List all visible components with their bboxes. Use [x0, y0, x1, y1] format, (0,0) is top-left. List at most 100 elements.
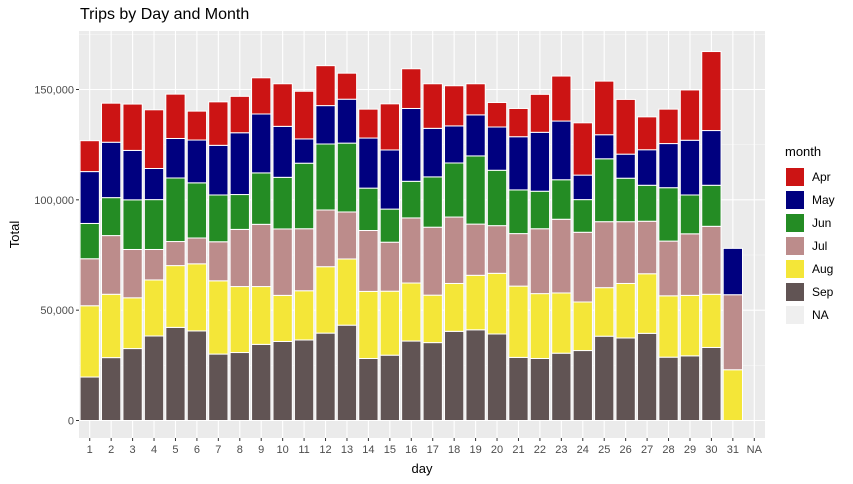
legend-label-sep: Sep [812, 284, 834, 299]
x-tick-label: 16 [405, 444, 417, 456]
bar-segment-jun-day-11 [293, 162, 315, 230]
bar-segment-may-day-30 [701, 130, 722, 186]
bar-segment-apr-day-11 [293, 90, 315, 140]
legend-items: Apr May Jun Jul Aug Sep NA [785, 165, 835, 326]
bar-segment-apr-day-10 [272, 83, 293, 127]
bar-segment-jun-day-28 [658, 187, 679, 242]
bar-segment-sep-day-14 [358, 357, 379, 422]
bar-segment-sep-day-19 [465, 329, 486, 421]
bar-segment-may-day-3 [122, 149, 143, 201]
bar-segment-may-day-8 [229, 132, 250, 196]
bar-segment-jul-day-20 [486, 225, 508, 274]
bar-segment-aug-day-3 [122, 297, 143, 350]
bar-segment-apr-day-27 [636, 116, 658, 151]
bar-segment-aug-day-1 [79, 305, 100, 378]
bar-segment-sep-day-28 [658, 356, 679, 422]
bar-segment-jun-day-6 [186, 182, 208, 239]
bar-segment-apr-day-7 [208, 101, 229, 146]
bar-segment-may-day-22 [529, 131, 551, 192]
bar-segment-aug-day-28 [658, 295, 679, 358]
legend-key-apr [785, 166, 805, 187]
bar-segment-jun-day-17 [422, 176, 443, 228]
bar-segment-sep-day-10 [272, 341, 293, 422]
bar-segment-apr-day-8 [229, 95, 250, 134]
bar-segment-may-day-26 [615, 153, 636, 179]
bar-segment-sep-day-5 [165, 326, 186, 421]
bar-segment-aug-day-8 [229, 286, 250, 354]
legend-label-na: NA [812, 307, 829, 322]
bar-segment-jun-day-25 [594, 158, 615, 223]
bar-segment-aug-day-23 [551, 292, 572, 354]
bar-segment-jun-day-21 [508, 189, 529, 235]
bar-segment-jul-day-9 [251, 223, 272, 288]
legend-key-sep [785, 281, 805, 302]
x-tick-label: 20 [491, 444, 503, 456]
bar-segment-apr-day-1 [79, 140, 100, 173]
bar-segment-jun-day-20 [486, 169, 508, 227]
legend-key-jul [785, 235, 805, 256]
bar-segment-aug-day-31 [722, 369, 743, 422]
bar-segment-jul-day-14 [358, 230, 379, 292]
legend-item-aug: Aug [785, 257, 835, 280]
bar-segment-jun-day-2 [101, 197, 122, 237]
legend-item-may: May [785, 188, 835, 211]
bar-segment-sep-day-20 [486, 333, 508, 421]
x-tick-label: 18 [448, 444, 460, 456]
bar-segment-sep-day-15 [379, 354, 400, 422]
bar-segment-jul-day-26 [615, 221, 636, 284]
bar-segment-sep-day-2 [101, 357, 122, 421]
x-tick-label: 11 [298, 444, 309, 456]
y-tick-label: 150,000 [34, 85, 74, 97]
bar-segment-aug-day-30 [701, 293, 722, 348]
x-tick-label: 19 [469, 444, 481, 456]
bar-segment-jul-day-27 [636, 220, 658, 275]
legend-label-apr: Apr [812, 169, 831, 184]
x-tick-label: 29 [684, 444, 696, 456]
bar-segment-jul-day-22 [529, 228, 551, 295]
bar-segment-sep-day-4 [143, 335, 165, 422]
legend-label-jun: Jun [812, 215, 832, 230]
bar-segment-may-day-23 [551, 120, 572, 181]
x-tick-label: 1 [87, 444, 93, 456]
x-tick-label: 21 [512, 444, 524, 456]
bar-segment-may-day-10 [272, 125, 293, 178]
bar-segment-sep-day-27 [636, 332, 658, 421]
bar-segment-aug-day-17 [422, 294, 443, 344]
legend-key-may [785, 189, 805, 210]
bar-segment-apr-day-29 [679, 89, 701, 141]
bar-segment-may-day-25 [594, 134, 615, 160]
bar-segment-jul-day-29 [679, 233, 701, 296]
bar-segment-may-day-2 [101, 141, 122, 199]
bar-segment-jun-day-24 [572, 199, 593, 233]
bar-segment-aug-day-24 [572, 301, 593, 352]
bar-segment-apr-day-30 [701, 51, 722, 132]
bar-segment-apr-day-9 [251, 77, 272, 115]
bar-segment-may-day-14 [358, 137, 379, 189]
bar-segment-may-day-29 [679, 139, 701, 196]
bar-segment-jun-day-14 [358, 187, 379, 232]
bar-segment-aug-day-9 [251, 286, 272, 345]
bar-segment-jun-day-3 [122, 199, 143, 250]
bar-segment-may-day-16 [401, 107, 422, 182]
x-tick-label: 25 [598, 444, 610, 456]
bar-segment-sep-day-21 [508, 356, 529, 422]
bar-segment-sep-day-17 [422, 342, 443, 422]
bar-segment-aug-day-16 [401, 282, 422, 342]
bar-segment-apr-day-19 [465, 83, 486, 116]
bar-segment-sep-day-9 [251, 343, 272, 421]
bar-segment-sep-day-24 [572, 350, 593, 422]
bar-segment-aug-day-19 [465, 274, 486, 331]
bar-segment-jul-day-11 [293, 228, 315, 292]
bar-segment-jul-day-17 [422, 226, 443, 296]
bar-segment-aug-day-4 [143, 279, 165, 337]
bar-segment-aug-day-15 [379, 290, 400, 356]
bar-segment-apr-day-21 [508, 107, 529, 138]
legend-item-sep: Sep [785, 280, 835, 303]
x-tick-label: 12 [319, 444, 331, 456]
x-tick-label: 27 [641, 444, 653, 456]
x-tick-label: 14 [362, 444, 374, 456]
bar-segment-jun-day-19 [465, 155, 486, 225]
bar-segment-aug-day-22 [529, 293, 551, 359]
bar-segment-may-day-17 [422, 127, 443, 178]
x-tick-label: 10 [277, 444, 289, 456]
